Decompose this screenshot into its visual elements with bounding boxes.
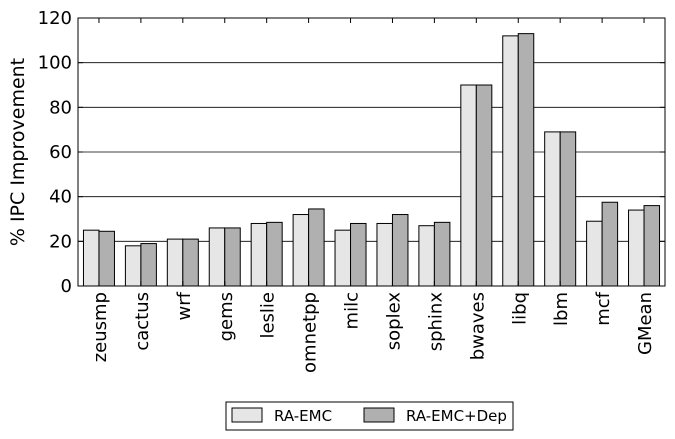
x-tick-label-lbm: lbm <box>551 292 572 326</box>
bar-ra-emc-gmean <box>628 209 645 287</box>
legend-label-ra-emc: RA-EMC <box>274 407 332 425</box>
x-tick-label-gems: gems <box>216 292 237 341</box>
bar-ra-emc-gems <box>208 227 226 287</box>
x-tick-label-gmean: GMean <box>635 292 656 355</box>
y-tick-label: 40 <box>49 187 72 208</box>
legend-label-ra-emc-dep: RA-EMC+Dep <box>406 407 507 425</box>
legend: RA-EMC RA-EMC+Dep <box>225 401 514 431</box>
bar-ra-emc-leslie <box>250 222 268 287</box>
y-tick-label: 60 <box>49 142 72 163</box>
bar-ra-emc-soplex <box>376 222 393 287</box>
bar-ra-emc-lbm <box>544 131 561 287</box>
bar-ra-emc-dep-mcf <box>601 201 619 287</box>
x-tick-label-bwaves: bwaves <box>467 292 488 360</box>
y-axis-label: % IPC Improvement <box>7 58 29 246</box>
bar-ra-emc-bwaves <box>460 84 477 287</box>
y-tick-label: 100 <box>38 53 72 74</box>
y-tick-label: 20 <box>49 231 72 252</box>
bar-ra-emc-dep-gems <box>224 227 241 287</box>
bar-ra-emc-dep-zeusmp <box>98 230 115 287</box>
legend-swatch-ra-emc-dep <box>363 407 395 423</box>
x-tick-label-milc: milc <box>342 292 363 329</box>
bar-ra-emc-dep-soplex <box>391 214 409 287</box>
x-tick-label-cactus: cactus <box>132 292 153 351</box>
x-tick-label-zeusmp: zeusmp <box>90 292 111 362</box>
x-tick-label-sphinx: sphinx <box>425 292 446 352</box>
bar-ra-emc-dep-libq <box>517 33 535 287</box>
x-tick-label-libq: libq <box>509 292 530 325</box>
y-tick-label: 120 <box>38 8 72 29</box>
x-tick-label-omnetpp: omnetpp <box>300 292 321 373</box>
x-tick-label-soplex: soplex <box>383 292 404 351</box>
x-tick-label-mcf: mcf <box>593 291 614 325</box>
bar-ra-emc-zeusmp <box>82 229 100 287</box>
bar-ra-emc-dep-lbm <box>559 131 577 287</box>
bar-ra-emc-dep-bwaves <box>475 84 493 287</box>
y-tick-label: 80 <box>49 97 72 118</box>
gridlines <box>78 62 665 242</box>
bar-ra-emc-libq <box>502 35 519 287</box>
bars <box>82 33 661 287</box>
bar-ra-emc-dep-wrf <box>182 238 199 287</box>
bar-ra-emc-sphinx <box>418 225 435 287</box>
x-tick-label-leslie: leslie <box>258 292 279 339</box>
x-axis-ticks: zeusmp cactus wrf gems leslie omnetpp milc sopl… <box>90 18 656 373</box>
bar-ra-emc-omnetpp <box>292 214 310 287</box>
bar-ra-emc-dep-cactus <box>140 243 157 287</box>
y-tick-label: 0 <box>61 276 72 297</box>
y-axis-ticks: 0 20 40 60 80 100 120 <box>38 8 665 297</box>
bar-ra-emc-wrf <box>166 238 184 287</box>
bar-ra-emc-dep-milc <box>350 222 367 287</box>
bar-ra-emc-dep-omnetpp <box>308 208 325 287</box>
bar-ra-emc-milc <box>334 229 352 287</box>
bar-ra-emc-dep-sphinx <box>433 221 451 287</box>
legend-swatch-ra-emc <box>231 407 263 423</box>
x-tick-label-wrf: wrf <box>174 291 195 320</box>
bar-ra-emc-dep-gmean <box>643 205 661 287</box>
bar-ra-emc-dep-leslie <box>266 221 283 287</box>
bar-ra-emc-cactus <box>124 245 142 287</box>
bar-ra-emc-mcf <box>586 220 603 287</box>
